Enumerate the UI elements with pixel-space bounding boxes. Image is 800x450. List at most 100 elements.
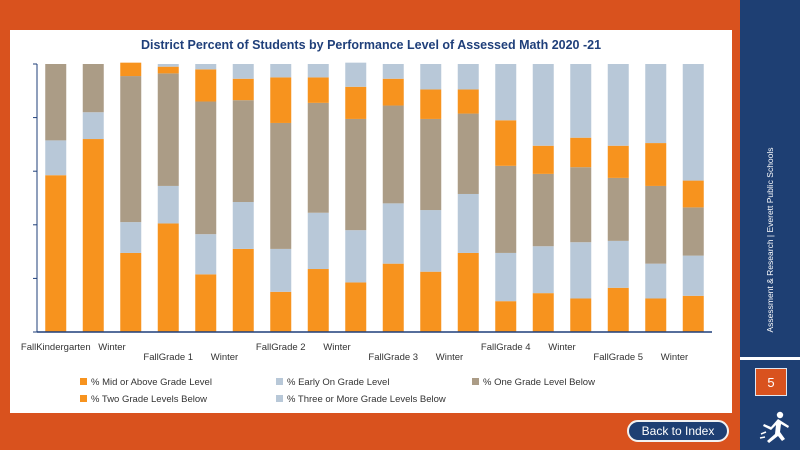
bar-segment-4-3 [195,69,217,102]
bar-segment-15-2 [607,177,629,241]
bar-segment-7-0 [307,269,329,332]
bar-segment-8-0 [345,282,367,332]
x-tick-label-1: Winter [98,342,125,353]
legend-label-1: % Early On Grade Level [287,377,389,388]
bar-segment-6-0 [270,291,292,332]
bar-segment-13-3 [532,145,554,174]
bar-segment-14-2 [570,167,592,243]
bar-segment-11-4 [457,64,479,90]
bar-segment-10-1 [420,210,442,272]
bar-segment-6-4 [270,64,292,78]
bar-segment-5-4 [232,64,254,79]
bar-segment-9-1 [382,203,404,264]
bar-segment-13-0 [532,293,554,332]
bar-segment-14-0 [570,298,592,332]
bar-segment-17-0 [682,295,704,332]
bar-segment-10-2 [420,118,442,211]
legend-swatch-3 [80,395,87,402]
chart-title: District Percent of Students by Performa… [140,38,602,52]
bar-segment-5-1 [232,202,254,249]
bar-segment-6-3 [270,77,292,123]
bar-segment-10-4 [420,64,442,90]
bar-segment-12-4 [495,64,517,121]
bar-segment-12-0 [495,301,517,332]
bar-segment-4-0 [195,274,217,332]
bar-segment-4-2 [195,101,217,235]
bar-segment-8-3 [345,86,367,119]
bar-segment-13-1 [532,246,554,294]
x-tick-label-10: FallGrade 5 [593,352,643,363]
bar-segment-9-4 [382,64,404,79]
chart: FallKindergarten Winter FallGrade 1 Winter F… [21,62,712,405]
bar-segment-14-3 [570,137,592,168]
bar-segment-1-1 [82,112,104,140]
page-number: 5 [755,368,787,396]
bar-segment-3-2 [157,73,179,186]
chart-axes [33,63,712,333]
bar-segment-2-0 [120,252,142,332]
bar-segment-17-4 [682,64,704,181]
bar-segment-9-3 [382,78,404,106]
bar-segment-1-2 [82,64,104,113]
bar-segment-3-0 [157,223,179,332]
bar-segment-16-4 [645,64,667,144]
bar-segment-5-3 [232,78,254,101]
x-tick-label-2: FallGrade 1 [143,352,193,363]
bar-segment-6-2 [270,122,292,249]
bar-segment-11-2 [457,113,479,194]
bar-segment-17-2 [682,207,704,256]
chart-bars [45,62,704,332]
x-tick-label-11: Winter [661,352,688,363]
x-tick-label-0: FallKindergarten [21,342,91,353]
legend-swatch-2 [472,378,479,385]
bar-segment-8-1 [345,230,367,283]
x-tick-label-7: Winter [436,352,463,363]
bar-segment-17-3 [682,180,704,208]
legend-label-2: % One Grade Level Below [483,377,595,388]
bar-segment-5-0 [232,248,254,332]
bar-segment-7-2 [307,102,329,213]
bar-segment-16-3 [645,143,667,186]
bar-segment-1-0 [82,139,104,332]
bar-segment-15-1 [607,240,629,288]
sidebar-caption: Assessment & Research | Everett Public S… [765,147,775,333]
x-tick-label-8: FallGrade 4 [481,342,531,353]
bar-segment-9-0 [382,263,404,332]
bar-segment-7-3 [307,77,329,103]
x-tick-label-9: Winter [548,342,575,353]
bar-segment-2-1 [120,222,142,253]
bar-segment-4-4 [195,64,217,70]
bar-segment-11-0 [457,252,479,332]
bar-segment-14-4 [570,64,592,138]
x-tick-label-6: FallGrade 3 [368,352,418,363]
bar-segment-11-1 [457,193,479,253]
bar-segment-12-2 [495,165,517,253]
bar-segment-15-3 [607,145,629,178]
back-to-index-button[interactable]: Back to Index [627,420,729,442]
bar-segment-13-4 [532,64,554,146]
bar-segment-8-2 [345,118,367,231]
bar-segment-3-3 [157,66,179,74]
bar-segment-16-2 [645,185,667,264]
bar-segment-5-2 [232,100,254,203]
legend-label-0: % Mid or Above Grade Level [91,377,212,388]
bar-segment-9-2 [382,105,404,204]
legend-swatch-0 [80,378,87,385]
bar-segment-10-3 [420,89,442,119]
bar-segment-7-1 [307,212,329,270]
bar-segment-14-1 [570,242,592,299]
bar-segment-0-1 [45,140,67,176]
bar-segment-12-3 [495,120,517,166]
bar-segment-2-2 [120,76,142,223]
legend-label-4: % Three or More Grade Levels Below [287,394,446,405]
bar-segment-12-1 [495,252,517,302]
bar-segment-13-2 [532,173,554,247]
bar-segment-15-4 [607,64,629,146]
bar-segment-15-0 [607,287,629,332]
bar-segment-4-1 [195,234,217,275]
x-tick-label-3: Winter [211,352,238,363]
x-tick-label-5: Winter [323,342,350,353]
bar-segment-0-0 [45,175,67,332]
bar-segment-11-3 [457,89,479,114]
legend-label-3: % Two Grade Levels Below [91,394,207,405]
